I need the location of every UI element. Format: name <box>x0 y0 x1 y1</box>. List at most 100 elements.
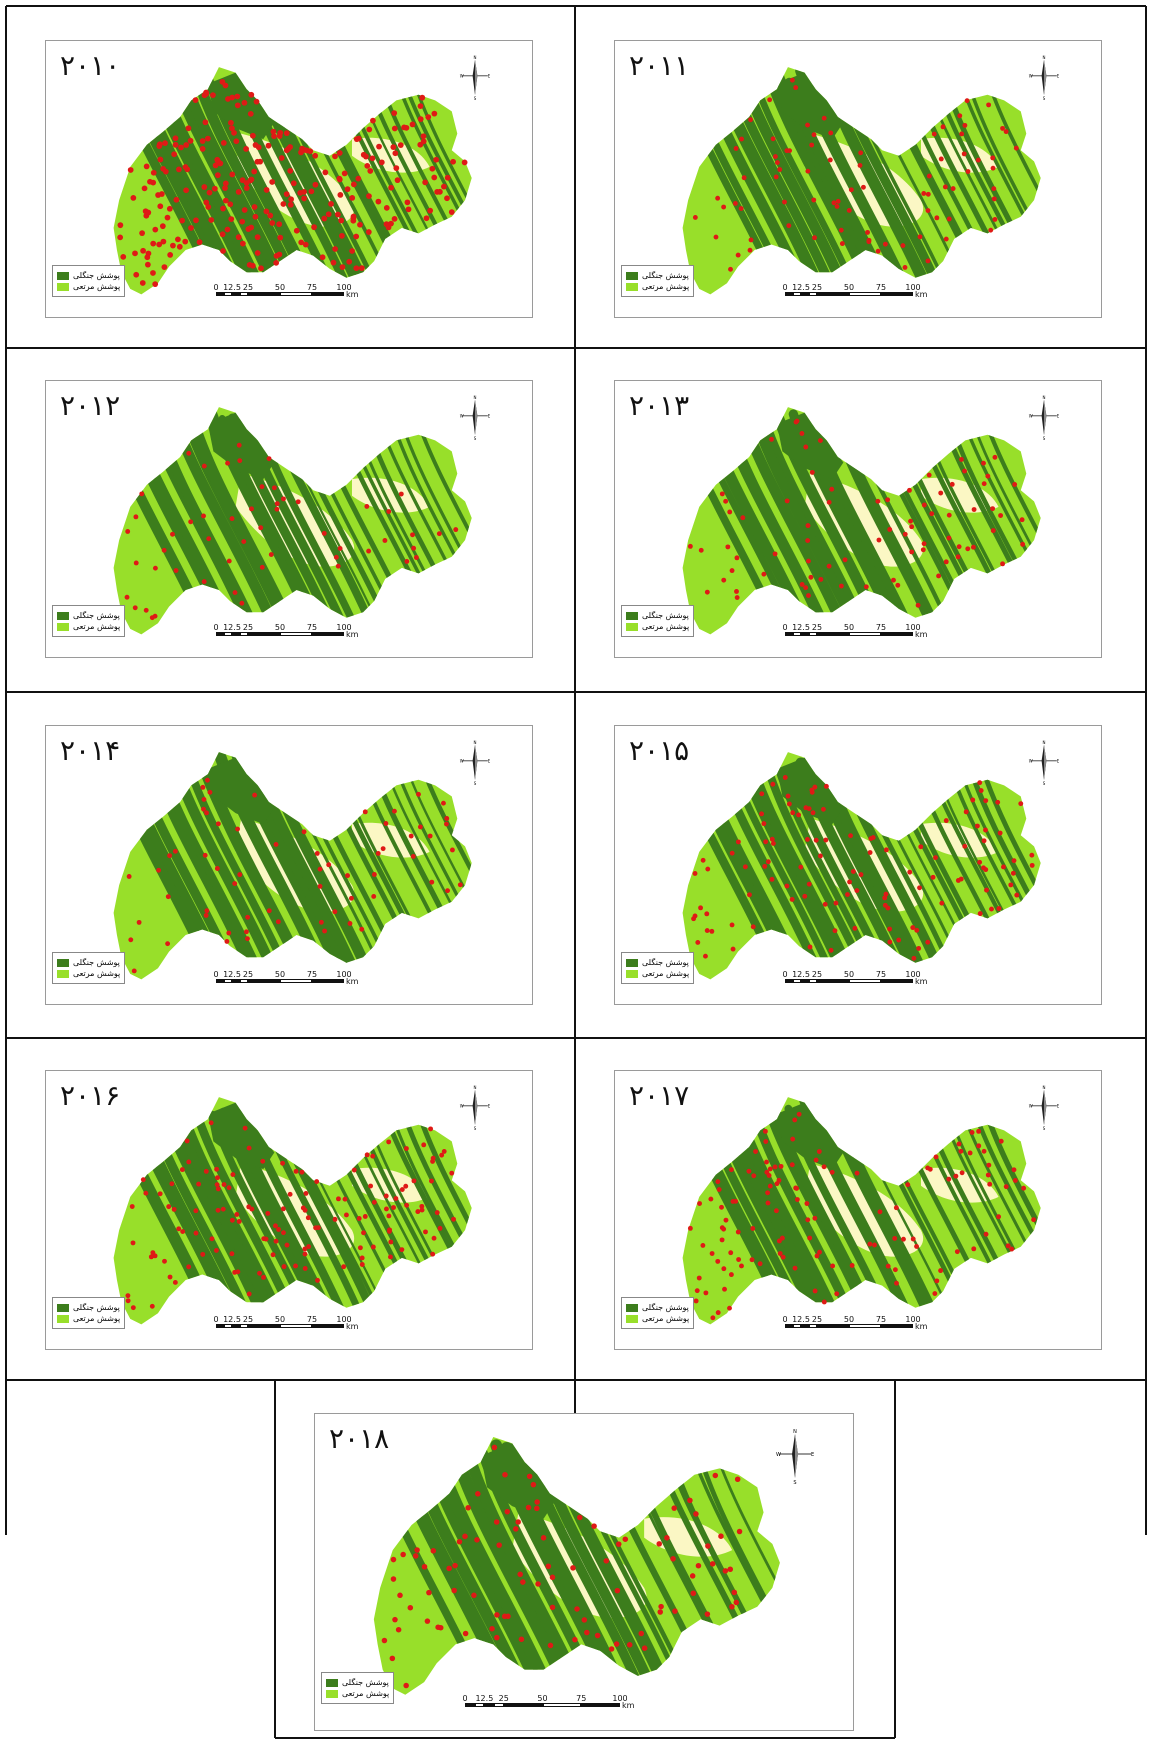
fire-point <box>371 894 377 899</box>
fire-point <box>257 158 264 165</box>
fire-point <box>139 280 146 286</box>
fire-point <box>872 1242 877 1248</box>
fire-point <box>312 181 319 188</box>
fire-point <box>789 1162 795 1168</box>
fire-point <box>1011 1167 1017 1173</box>
svg-text:E: E <box>1057 73 1060 78</box>
forest-band <box>687 1443 780 1695</box>
fire-point <box>427 833 433 839</box>
fire-point <box>321 215 328 222</box>
fire-point <box>117 234 124 241</box>
map-panel-0: ۲۰۱۰ N S W E پوشش جنگلی پوشش مرتعی 0 12.5… <box>45 40 533 318</box>
fire-point <box>431 110 438 117</box>
fire-point <box>248 91 255 98</box>
fire-point <box>202 852 208 858</box>
fire-point <box>727 1566 734 1573</box>
fire-point <box>734 555 740 561</box>
fire-point <box>818 576 824 582</box>
fire-point <box>772 1164 778 1170</box>
fire-point <box>735 839 741 845</box>
fire-point <box>136 919 142 925</box>
fire-point <box>366 548 372 554</box>
fire-point <box>925 258 931 264</box>
fire-point <box>393 1196 399 1201</box>
land-cover-map <box>682 67 1041 295</box>
fire-point <box>306 1244 312 1249</box>
fire-point <box>204 810 209 816</box>
map-panel-8: ۲۰۱۸ N S W E پوشش جنگلی پوشش مرتعی 0 12.5… <box>314 1413 854 1731</box>
fire-point <box>431 174 438 181</box>
fire-point <box>917 234 923 240</box>
fire-point <box>830 1263 836 1269</box>
fire-point <box>700 1242 706 1248</box>
fire-point <box>471 1592 477 1599</box>
fire-point <box>712 1472 719 1479</box>
fire-point <box>397 142 404 149</box>
forest-band <box>699 1459 780 1695</box>
fire-point <box>812 235 817 241</box>
fire-point <box>849 1263 855 1268</box>
forest-area <box>207 757 275 825</box>
fire-point <box>274 506 280 512</box>
fire-point <box>276 221 283 228</box>
forest-band <box>969 1100 1041 1325</box>
forest-area <box>776 412 844 480</box>
fire-point <box>337 192 344 198</box>
map-legend: پوشش جنگلی پوشش مرتعی <box>52 1297 126 1329</box>
fire-point <box>957 113 963 119</box>
fire-point <box>747 892 752 898</box>
fire-point <box>704 1611 711 1617</box>
fire-point <box>128 937 134 943</box>
fire-point <box>204 908 210 914</box>
fire-point <box>390 1556 397 1563</box>
fire-point <box>796 812 802 818</box>
fire-point <box>749 1257 755 1263</box>
fire-point <box>896 937 902 943</box>
fire-point <box>150 169 157 176</box>
fire-point <box>243 185 250 191</box>
fire-point <box>907 487 912 493</box>
fire-point <box>810 810 816 816</box>
fire-point <box>908 518 913 524</box>
fire-point <box>921 191 927 196</box>
fire-point <box>713 234 719 240</box>
legend-range-swatch <box>57 282 69 291</box>
scale-tick-label: 50 <box>274 970 286 979</box>
forest-band <box>981 1105 1041 1325</box>
fire-point <box>166 1204 172 1210</box>
forest-band <box>968 767 1041 980</box>
fire-point <box>229 1217 235 1223</box>
scale-tick-label: 75 <box>306 623 318 632</box>
fire-point <box>245 914 251 920</box>
fire-point <box>892 1267 898 1273</box>
fire-point <box>148 1254 154 1260</box>
fire-point <box>214 1182 220 1188</box>
fire-point <box>215 1186 221 1192</box>
fire-point <box>526 1473 533 1480</box>
fire-point <box>805 837 810 842</box>
fire-point <box>772 551 778 557</box>
fire-point <box>834 1291 840 1297</box>
forest-band <box>413 413 472 635</box>
fire-point <box>235 189 242 195</box>
scale-tick-label: 12.5 <box>223 623 241 632</box>
fire-point <box>243 180 250 186</box>
fire-point <box>215 1207 221 1213</box>
fire-point <box>828 130 834 136</box>
fire-point <box>232 590 238 596</box>
fire-point <box>809 787 815 793</box>
fire-point <box>933 1154 939 1160</box>
scale-tick-label: 50 <box>843 1315 855 1324</box>
fire-point <box>333 554 339 560</box>
fire-point <box>429 879 435 885</box>
map-legend: پوشش جنگلی پوشش مرتعی <box>52 952 126 984</box>
fire-point <box>254 250 261 256</box>
legend-forest-label: پوشش جنگلی <box>73 611 120 620</box>
map-legend: پوشش جنگلی پوشش مرتعی <box>52 265 126 297</box>
scale-bar: 0 12.5 25 50 75 100 km <box>213 1315 358 1331</box>
fire-point <box>388 1254 393 1260</box>
fire-point <box>489 1625 495 1632</box>
scale-tick-label: 100 <box>336 623 352 632</box>
fire-point <box>850 869 856 874</box>
fire-point <box>790 810 796 816</box>
